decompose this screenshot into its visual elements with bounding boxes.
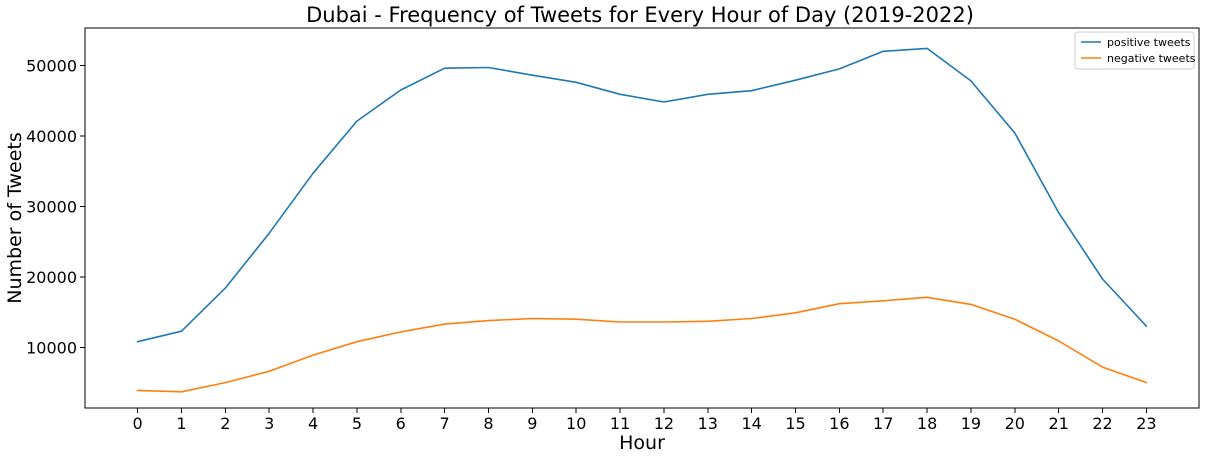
chart-title: Dubai - Frequency of Tweets for Every Ho… xyxy=(306,3,974,27)
x-tick-label: 23 xyxy=(1136,414,1156,433)
x-tick-label: 12 xyxy=(654,414,674,433)
x-tick-label: 17 xyxy=(873,414,893,433)
y-tick-label: 30000 xyxy=(26,197,77,216)
plot-area: 0 1 2 3 4 5 6 7 8 9 10 11 12 13 14 15 16 17 18 19 20 21 22 2310… xyxy=(26,27,1200,433)
x-tick-label: 4 xyxy=(308,414,318,433)
y-tick-label: 50000 xyxy=(26,56,77,75)
x-tick-label: 8 xyxy=(483,414,493,433)
y-tick-label: 40000 xyxy=(26,127,77,146)
x-tick-label: 11 xyxy=(610,414,630,433)
series-line-negative-tweets xyxy=(136,296,1148,393)
x-tick-label: 5 xyxy=(352,414,362,433)
x-tick-label: 0 xyxy=(133,414,143,433)
y-axis-title: Number of Tweets xyxy=(4,132,26,303)
y-tick-label: 10000 xyxy=(26,338,77,357)
x-tick-label: 3 xyxy=(264,414,274,433)
x-tick-label: 9 xyxy=(527,414,537,433)
x-tick-label: 2 xyxy=(220,414,230,433)
x-tick-label: 6 xyxy=(396,414,406,433)
legend-label-positive-tweets: positive tweets xyxy=(1107,36,1191,49)
x-tick-label: 16 xyxy=(829,414,849,433)
legend-label-negative-tweets: negative tweets xyxy=(1107,52,1196,65)
x-tick-label: 7 xyxy=(440,414,450,433)
x-tick-label: 14 xyxy=(741,414,761,433)
axes-frame xyxy=(84,27,1200,409)
x-tick-label: 1 xyxy=(176,414,186,433)
series-line-positive-tweets xyxy=(136,47,1148,343)
x-tick-label: 15 xyxy=(785,414,805,433)
x-tick-label: 18 xyxy=(917,414,937,433)
x-axis-title: Hour xyxy=(619,432,665,454)
x-tick-label: 19 xyxy=(961,414,981,433)
x-tick-label: 13 xyxy=(698,414,718,433)
legend: positive tweets negative tweets xyxy=(1074,31,1196,70)
x-tick-label: 10 xyxy=(566,414,586,433)
legend-box xyxy=(1074,31,1195,70)
x-tick-label: 20 xyxy=(1005,414,1025,433)
y-tick-label: 20000 xyxy=(26,268,77,287)
x-tick-label: 22 xyxy=(1092,414,1112,433)
x-tick-label: 21 xyxy=(1048,414,1068,433)
